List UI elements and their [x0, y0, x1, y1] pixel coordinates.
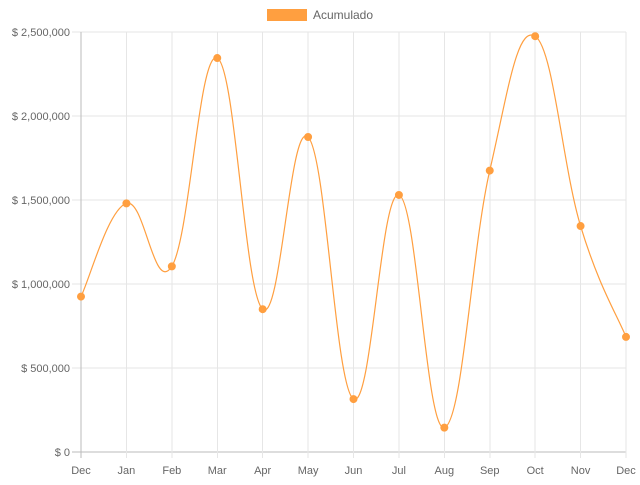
- y-axis: $ 0 $ 500,000 $ 1,000,000 $ 1,500,000 $ 2,00…: [12, 27, 70, 459]
- data-point[interactable]: [531, 32, 540, 41]
- data-point[interactable]: [576, 222, 585, 231]
- x-tick-label: Oct: [527, 465, 544, 477]
- legend-swatch: [266, 9, 307, 21]
- data-point[interactable]: [349, 395, 358, 404]
- y-tick-label: $ 500,000: [21, 363, 70, 375]
- y-tick-label: $ 2,500,000: [12, 27, 70, 39]
- x-tick-label: Sep: [480, 465, 500, 477]
- data-point[interactable]: [122, 199, 131, 208]
- grid: [72, 31, 627, 458]
- x-tick-label: Dec: [616, 465, 636, 477]
- legend-label: Acumulado: [312, 8, 374, 22]
- x-tick-label: Jul: [392, 465, 406, 477]
- x-tick-label: Dec: [71, 465, 91, 477]
- x-tick-label: Nov: [571, 465, 591, 477]
- data-point[interactable]: [440, 423, 449, 432]
- data-point[interactable]: [394, 190, 403, 199]
- x-tick-label: Jan: [118, 465, 136, 477]
- x-tick-label: May: [298, 465, 319, 477]
- series-layer: [77, 32, 630, 432]
- y-tick-label: $ 0: [55, 447, 70, 459]
- y-tick-label: $ 2,000,000: [12, 111, 70, 123]
- data-point[interactable]: [485, 166, 494, 175]
- x-axis: Dec Jan Feb Mar Apr May Jun Jul Aug Sep Oct Nov Dec: [71, 465, 636, 477]
- data-point[interactable]: [213, 54, 222, 63]
- x-tick-label: Jun: [345, 465, 363, 477]
- legend[interactable]: Acumulado: [0, 8, 640, 22]
- data-point[interactable]: [622, 332, 630, 341]
- data-point[interactable]: [304, 133, 313, 141]
- x-tick-label: Apr: [254, 465, 271, 477]
- y-tick-label: $ 1,000,000: [12, 279, 70, 291]
- x-tick-label: Aug: [435, 465, 455, 477]
- y-tick-label: $ 1,500,000: [12, 195, 70, 207]
- x-tick-label: Mar: [208, 465, 227, 477]
- x-tick-label: Feb: [162, 465, 181, 477]
- data-point[interactable]: [167, 262, 176, 271]
- data-point[interactable]: [77, 292, 85, 301]
- data-point[interactable]: [258, 305, 267, 314]
